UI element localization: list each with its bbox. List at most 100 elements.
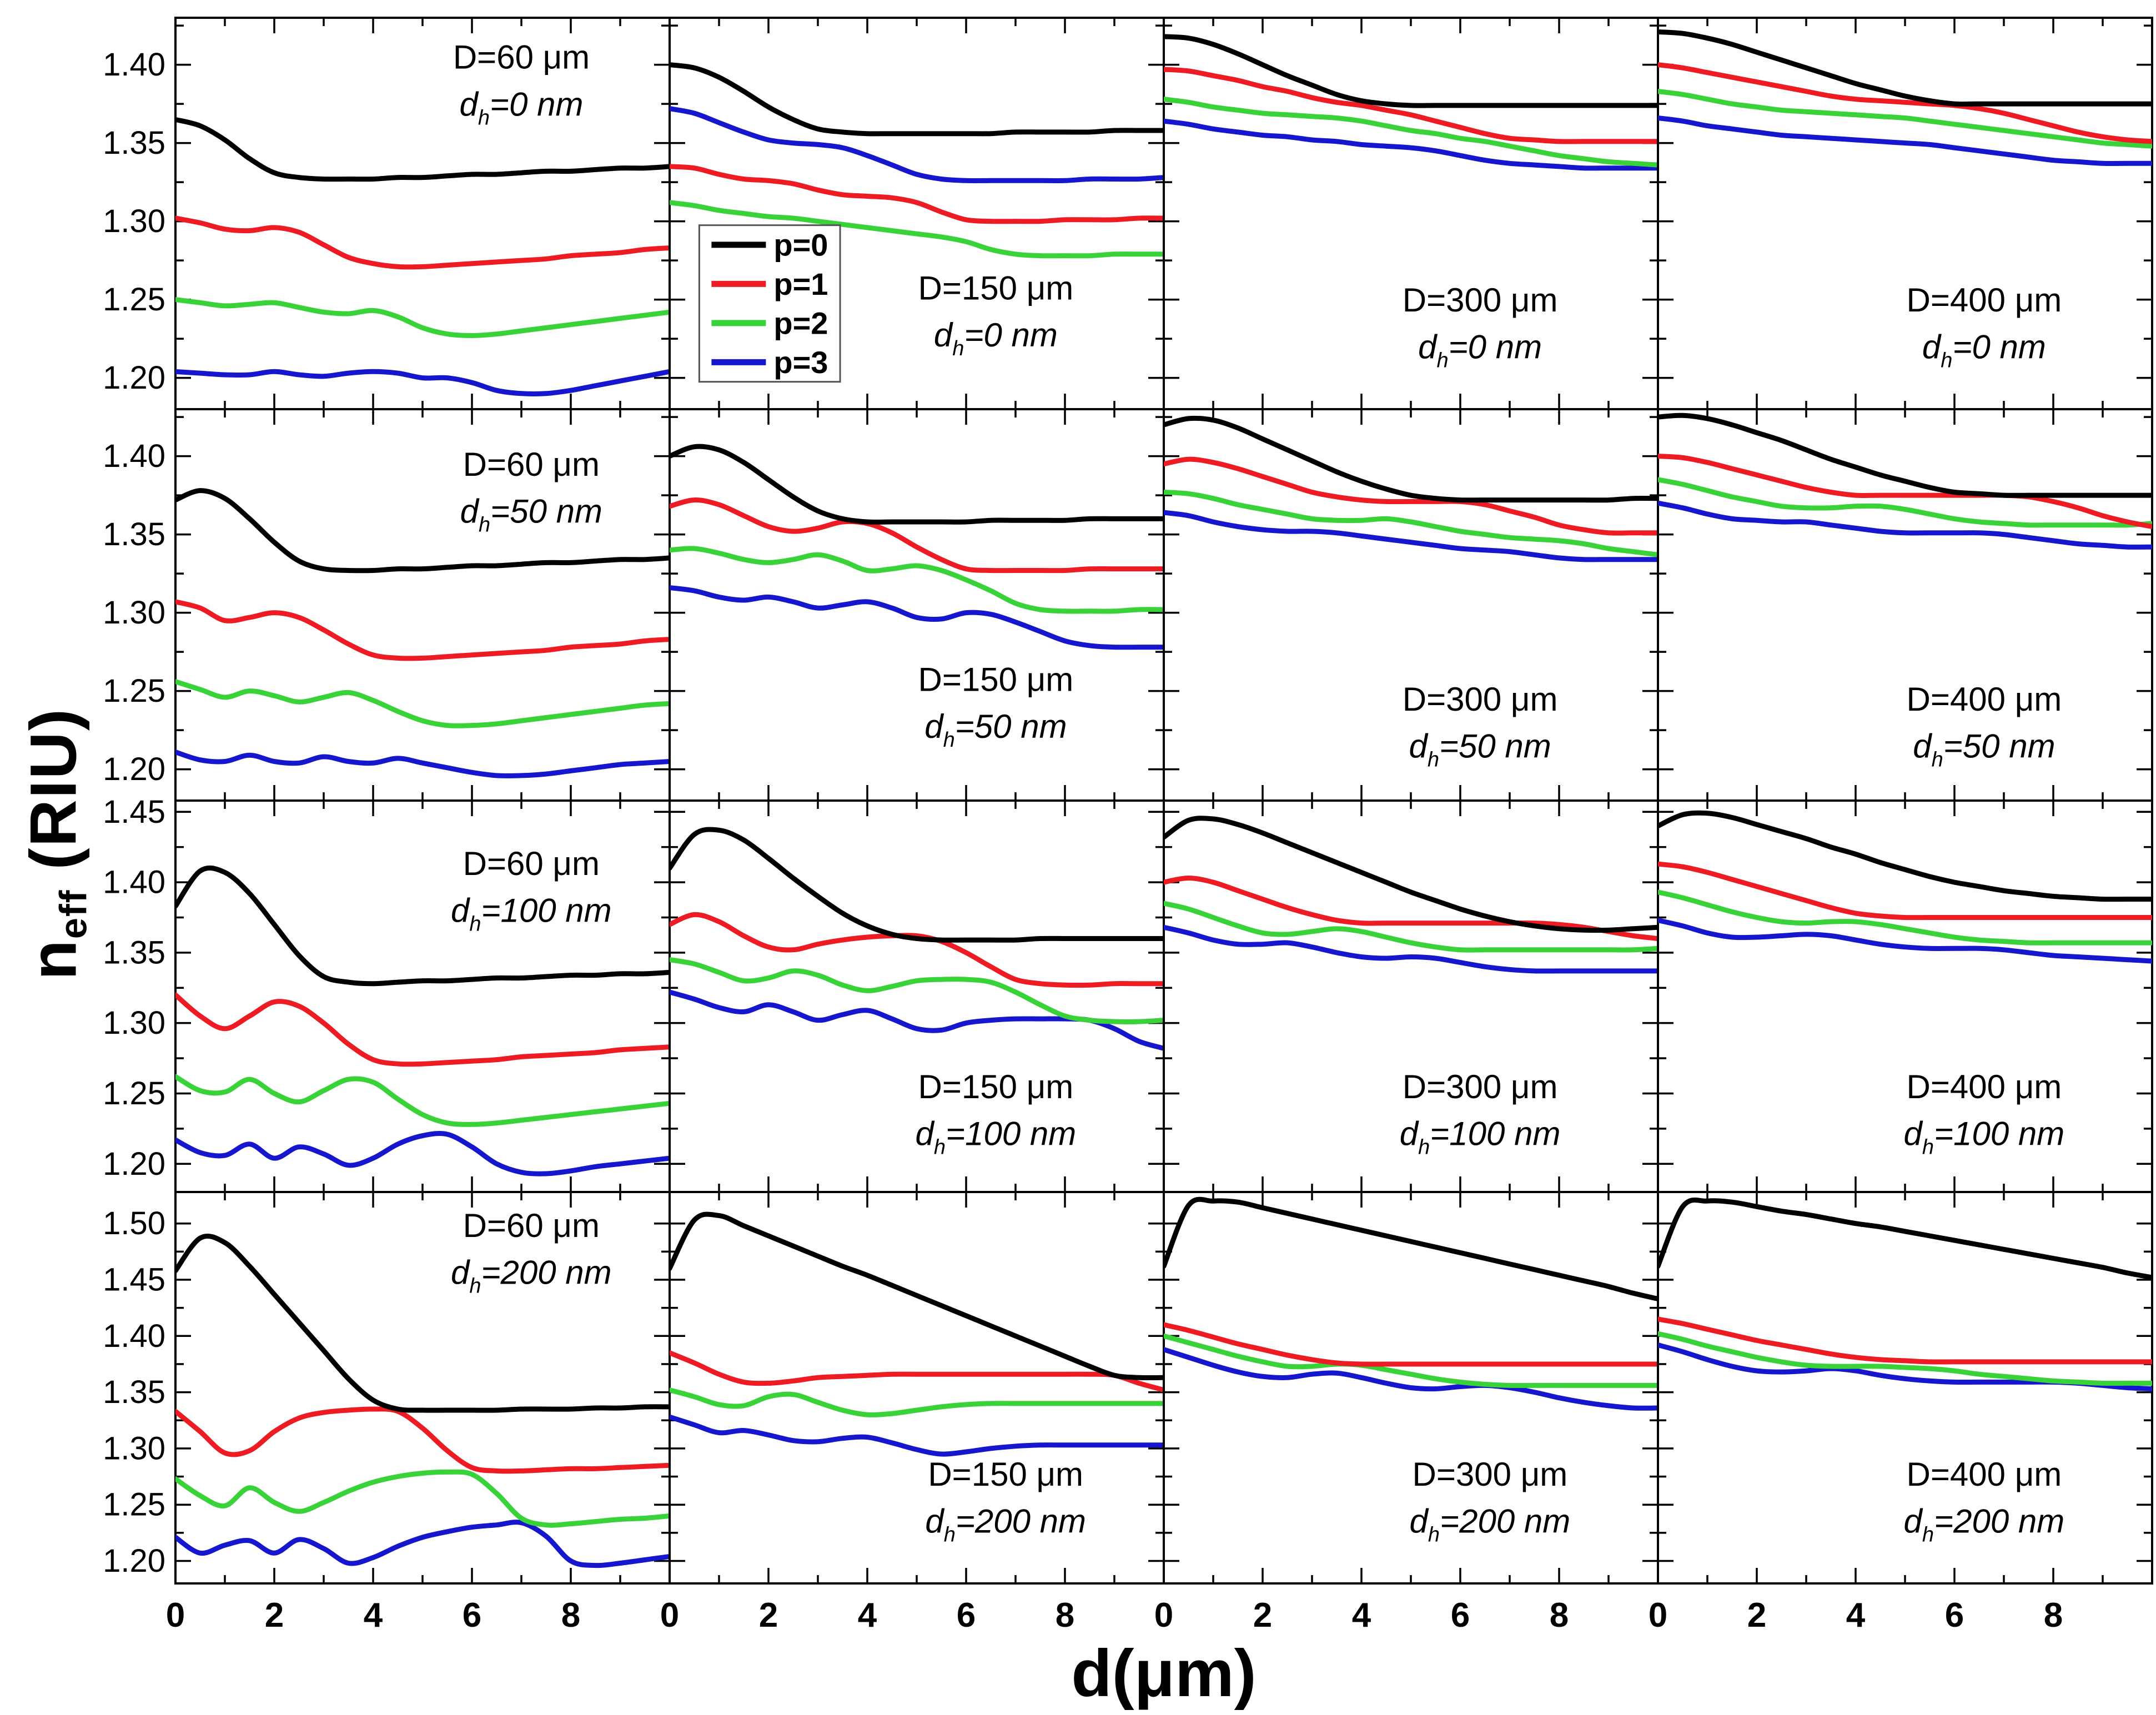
panel-label-D: D=150 μm [918,661,1074,698]
panel-label-dh: dh=100 nm [451,892,612,936]
panel-D4-row3: D=400 μm dh=100 nm [1657,799,2153,1193]
panel-D4-row4: 0 2 4 6 8 D=400 μm dh=200 nm [1649,1191,2153,1634]
curve-p=3 [175,369,670,396]
panel-label-D: D=400 μm [1907,1456,2062,1493]
panel-label-dh: dh=200 nm [925,1502,1086,1546]
panel-label-D: D=400 μm [1907,681,2062,718]
curve-p=1 [175,1406,670,1474]
panel-curves [175,1234,670,1568]
curve-p=1 [670,1350,1164,1393]
curve-p=2 [1164,901,1658,953]
y-tick-label: 1.30 [103,595,165,631]
curve-p=0 [1658,413,2152,498]
curve-p=1 [1658,1316,2152,1365]
y-tick-label: 1.35 [103,1374,165,1410]
legend: p=0 p=1 p=2 p=3 [698,224,841,383]
x-tick-label: 0 [1649,1596,1667,1634]
x-tick-label: 2 [1253,1596,1272,1634]
panel-D3-row2: D=300 μm dh=50 nm [1163,408,1659,802]
curve-p=0 [1164,816,1658,933]
panel-curves [1164,1196,1658,1411]
y-tick-label: 1.25 [103,673,165,709]
y-axis-label-sub: eff [52,889,95,939]
curve-p=3 [175,1520,670,1568]
y-tick-label: 1.40 [103,864,165,901]
y-tick-label: 1.20 [103,1543,165,1579]
curve-p=1 [1658,861,2152,921]
panel-D1-row4: 1.20 1.25 1.30 1.35 1.40 1.45 1.50 0 2 4 6 8 D=60 μm… [103,1191,671,1634]
curve-p=0 [670,1211,1164,1381]
curve-p=0 [670,827,1164,943]
curve-p=3 [1164,510,1658,562]
curve-p=3 [175,750,670,778]
x-tick-label: 6 [463,1596,481,1634]
panel-D3-row3: D=300 μm dh=100 nm [1163,799,1659,1193]
curve-p=0 [1658,29,2152,107]
curve-p=0 [1164,34,1658,108]
curve-p=1 [1164,876,1658,941]
panel-frame [669,1191,1165,1585]
panel-D2-row1: D=150 μm dh=0 nm [669,17,1165,410]
y-tick-label: 1.20 [103,360,165,396]
x-tick-label: 4 [364,1596,383,1634]
panel-frame [174,1191,671,1585]
panel-label-D: D=300 μm [1403,681,1558,718]
curve-p=3 [175,1131,670,1176]
panel-label-D: D=150 μm [918,270,1074,307]
y-axis-label-main: n [17,939,91,980]
panel-label-D: D=400 μm [1907,281,2062,319]
panel-curves [1164,415,1658,562]
panel-curves [1164,816,1658,974]
panel-curves [670,62,1164,259]
y-tick-label: 1.35 [103,516,165,552]
panel-D4-row2: D=400 μm dh=50 nm [1657,408,2153,802]
curve-p=0 [670,444,1164,525]
curve-p=2 [1164,489,1658,557]
curve-p=1 [175,992,670,1067]
x-tick-label: 0 [1154,1596,1173,1634]
panel-frame [1163,17,1659,410]
panel-D1-row2: 1.20 1.25 1.30 1.35 1.40 D=60 μm dh=50 nm [103,408,671,802]
panel-label-dh: dh=0 nm [1418,328,1542,372]
y-axis-label: neff (RIU) [16,708,95,980]
panel-label-dh: dh=0 nm [460,86,584,129]
x-tick-label: 4 [1846,1596,1866,1634]
panel-label-D: D=150 μm [918,1068,1074,1105]
curve-p=0 [175,865,670,987]
curve-p=1 [1164,456,1658,536]
legend-label-p=3: p=3 [773,345,828,380]
x-tick-label: 2 [1747,1596,1766,1634]
y-tick-label: 1.45 [103,1262,165,1298]
x-tick-label: 2 [265,1596,284,1634]
x-tick-label: 4 [1352,1596,1371,1634]
panel-curves [175,117,670,396]
panel-curves [670,444,1164,650]
curve-p=0 [1658,810,2152,902]
legend-label-p=2: p=2 [773,305,828,340]
y-tick-label: 1.40 [103,47,165,83]
panel-label-dh: dh=0 nm [1922,328,2046,372]
curve-p=0 [1658,1197,2152,1280]
panel-label-dh: dh=100 nm [1400,1115,1561,1159]
panel-label-dh: dh=50 nm [1913,727,2055,771]
x-tick-label: 6 [957,1596,976,1634]
panel-curves [670,1211,1164,1457]
curve-p=2 [670,200,1164,259]
curve-p=0 [1164,1196,1658,1301]
curve-p=0 [175,117,670,182]
curve-p=2 [175,297,670,338]
x-tick-label: 0 [660,1596,679,1634]
y-tick-label: 1.25 [103,281,165,318]
curve-p=0 [175,1234,670,1413]
panel-frame [669,408,1165,802]
curve-p=3 [670,106,1164,183]
panel-curves [175,488,670,778]
curve-p=2 [175,1469,670,1528]
curve-p=3 [1658,500,2152,550]
curve-p=3 [670,1414,1164,1457]
y-axis-label-unit: (RIU) [17,707,91,889]
curve-p=2 [175,679,670,728]
x-tick-label: 8 [2044,1596,2063,1634]
